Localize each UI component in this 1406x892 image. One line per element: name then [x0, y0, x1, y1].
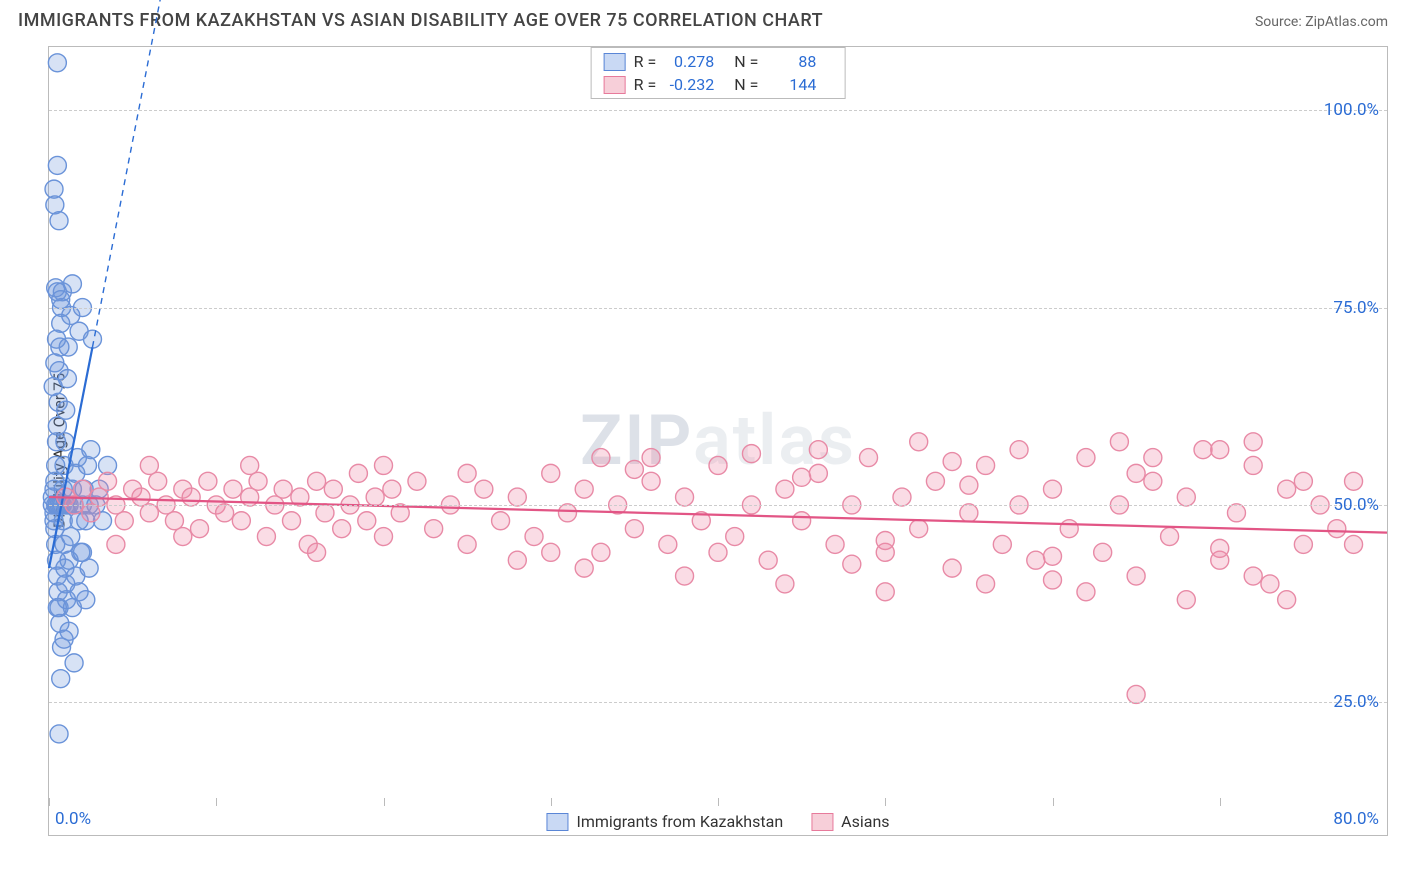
x-tick [885, 798, 886, 806]
legend-swatch [811, 813, 833, 831]
y-tick-label: 75.0% [1333, 298, 1379, 318]
gridline [49, 702, 1387, 703]
gridline [49, 110, 1387, 111]
stats-legend-row: R =-0.232 N =144 [592, 73, 845, 96]
x-axis-min-label: 0.0% [55, 809, 91, 829]
x-tick [384, 798, 385, 806]
series-legend-item: Immigrants from Kazakhstan [546, 812, 783, 831]
source-attribution: Source: ZipAtlas.com [1255, 14, 1388, 30]
x-tick [1053, 798, 1054, 806]
x-tick [551, 798, 552, 806]
chart-area: Disability Age Over 75 ZIPatlas R =0.278… [48, 46, 1388, 836]
stats-legend: R =0.278 N =88 R =-0.232 N =144 [591, 47, 846, 99]
legend-swatch [604, 53, 626, 71]
x-tick [1220, 798, 1221, 806]
x-tick [49, 798, 50, 806]
x-tick [216, 798, 217, 806]
chart-title: IMMIGRANTS FROM KAZAKHSTAN VS ASIAN DISA… [18, 10, 823, 31]
series-legend: Immigrants from Kazakhstan Asians [536, 812, 899, 831]
y-tick-label: 50.0% [1333, 495, 1379, 515]
series-legend-item: Asians [811, 812, 889, 831]
gridline [49, 308, 1387, 309]
gridline [49, 505, 1387, 506]
x-axis-max-label: 80.0% [1333, 809, 1379, 829]
stats-legend-row: R =0.278 N =88 [592, 50, 845, 73]
legend-swatch [546, 813, 568, 831]
y-tick-label: 25.0% [1333, 692, 1379, 712]
x-tick [1387, 798, 1388, 806]
scatter-plot [49, 47, 1387, 835]
y-tick-label: 100.0% [1324, 100, 1379, 120]
legend-swatch [604, 76, 626, 94]
x-tick [718, 798, 719, 806]
